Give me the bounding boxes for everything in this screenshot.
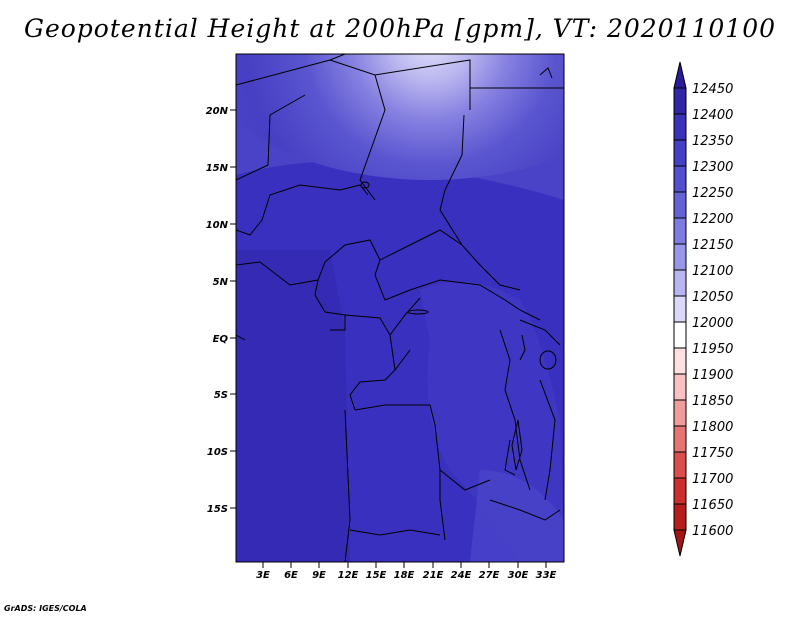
grads-credit: GrADS: IGES/COLA	[4, 604, 87, 613]
lon-tick-3e: 3E	[256, 562, 270, 581]
colorbar-segment	[673, 321, 687, 349]
lat-tick-5n: 5N	[213, 277, 236, 288]
lat-tick-20n: 20N	[206, 106, 236, 117]
lat-label-5n: 5N	[213, 277, 229, 288]
lon-tick-15e: 15E	[366, 562, 387, 581]
colorbar-level-label: 12350	[692, 134, 733, 149]
lon-tick-12e: 12E	[338, 562, 359, 581]
colorbar-segment	[673, 113, 687, 141]
lon-label-3e: 3E	[256, 570, 270, 581]
lon-label-9e: 9E	[312, 570, 326, 581]
country-borders	[236, 54, 564, 562]
colorbar-segment	[673, 373, 687, 401]
lat-tick-10n: 10N	[206, 220, 236, 231]
colorbar-level-label: 12450	[692, 82, 733, 97]
lon-tick-21e: 21E	[423, 562, 444, 581]
lat-tick-10s: 10S	[207, 447, 236, 458]
colorbar-level-label: 11700	[692, 472, 733, 487]
colorbar-segment	[673, 87, 687, 115]
lat-axis: 20N 15N 10N 5N EQ 5S 10S 15S	[206, 106, 236, 515]
lon-axis: 3E 6E 9E 12E 15E 18E 21E 24E 27E 30E 33E	[256, 562, 557, 581]
colorbar-segment	[673, 477, 687, 505]
lon-label-15e: 15E	[366, 570, 387, 581]
colorbar-level-label: 11800	[692, 420, 733, 435]
lat-label-15s: 15S	[207, 504, 228, 515]
lat-label-10s: 10S	[207, 447, 228, 458]
lon-label-21e: 21E	[423, 570, 444, 581]
lon-label-12e: 12E	[338, 570, 359, 581]
colorbar-level-label: 12250	[692, 186, 733, 201]
lat-label-20n: 20N	[206, 106, 229, 117]
colorbar-level-label: 11600	[692, 524, 733, 539]
colorbar-segment	[673, 269, 687, 297]
colorbar-segment	[673, 425, 687, 453]
colorbar-level-label: 11750	[692, 446, 733, 461]
colorbar-level-label: 11950	[692, 342, 733, 357]
colorbar-level-label: 11650	[692, 498, 733, 513]
lon-label-30e: 30E	[508, 570, 529, 581]
colorbar-level-label: 12300	[692, 160, 733, 175]
lat-tick-5s: 5S	[214, 390, 236, 401]
colorbar-level-label: 12100	[692, 264, 733, 279]
colorbar-segment	[673, 347, 687, 375]
colorbar-bottom-arrow	[673, 529, 687, 557]
lakes	[360, 67, 557, 476]
colorbar-segment	[673, 217, 687, 245]
colorbar-level-label: 12150	[692, 238, 733, 253]
lon-label-6e: 6E	[284, 570, 298, 581]
lat-tick-15s: 15S	[207, 504, 236, 515]
lon-tick-18e: 18E	[394, 562, 415, 581]
colorbar-level-label: 12050	[692, 290, 733, 305]
lon-tick-24e: 24E	[451, 562, 472, 581]
field-north-ridge	[236, 54, 564, 180]
colorbar-segment	[673, 451, 687, 479]
field-west-band	[236, 250, 350, 562]
colorbar-segment	[673, 191, 687, 219]
lat-label-5s: 5S	[214, 390, 228, 401]
colorbar-level-label: 11900	[692, 368, 733, 383]
field-southeast-patch	[470, 470, 564, 562]
lon-tick-27e: 27E	[479, 562, 500, 581]
lon-label-18e: 18E	[394, 570, 415, 581]
colorbar-labels: 12450 12400 12350 12300 12250 12200 12150 12100…	[692, 82, 733, 539]
lon-tick-9e: 9E	[312, 562, 326, 581]
lon-label-27e: 27E	[479, 570, 500, 581]
colorbar-level-label: 11850	[692, 394, 733, 409]
colorbar: 12450 12400 12350 12300 12250 12200 12150 12100…	[673, 61, 733, 557]
colorbar-segment	[673, 243, 687, 271]
lon-tick-33e: 33E	[536, 562, 557, 581]
colorbar-segment	[673, 503, 687, 531]
lat-label-10n: 10N	[206, 220, 229, 231]
lat-tick-eq: EQ	[213, 334, 236, 345]
colorbar-segments	[673, 87, 687, 531]
map-frame	[235, 53, 565, 563]
lat-tick-15n: 15N	[206, 163, 236, 174]
colorbar-level-label: 12200	[692, 212, 733, 227]
colorbar-top-arrow	[673, 61, 687, 89]
lon-tick-6e: 6E	[284, 562, 298, 581]
chart-title: Geopotential Height at 200hPa [gpm], VT:…	[23, 14, 777, 43]
lon-label-33e: 33E	[536, 570, 557, 581]
colorbar-segment	[673, 399, 687, 427]
colorbar-segment	[673, 139, 687, 167]
geopotential-field	[236, 54, 564, 562]
lon-tick-30e: 30E	[508, 562, 529, 581]
colorbar-segment	[673, 165, 687, 193]
lat-label-15n: 15N	[206, 163, 229, 174]
lat-label-eq: EQ	[213, 334, 229, 345]
colorbar-segment	[673, 295, 687, 323]
lon-label-24e: 24E	[451, 570, 472, 581]
colorbar-level-label: 12000	[692, 316, 733, 331]
colorbar-level-label: 12400	[692, 108, 733, 123]
